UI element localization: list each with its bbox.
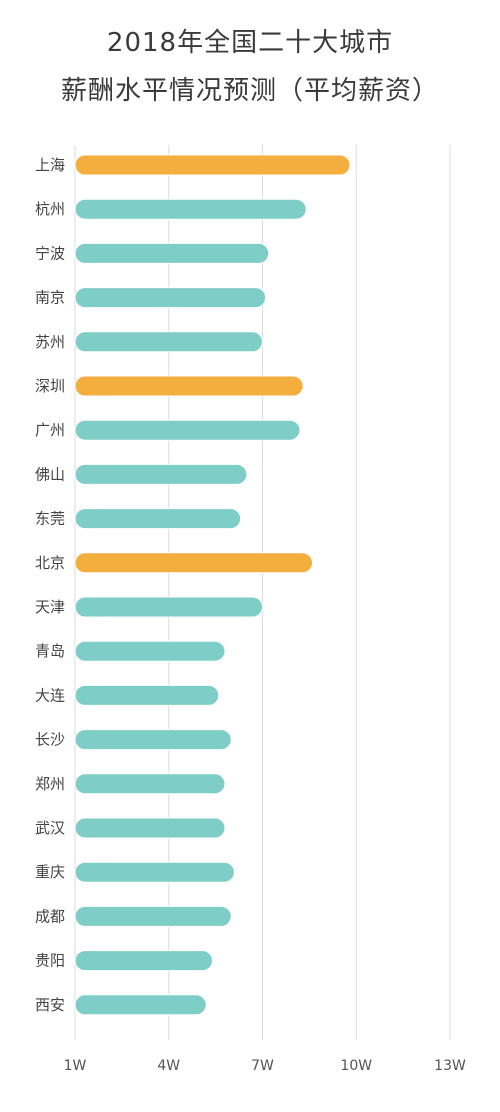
x-tick-label: 13W <box>434 1058 466 1074</box>
category-label: 郑州 <box>35 775 65 793</box>
bar <box>74 950 213 972</box>
category-label: 广州 <box>35 421 65 439</box>
bar <box>74 287 267 309</box>
bar <box>74 552 313 574</box>
bar <box>74 331 263 353</box>
bar <box>74 905 232 927</box>
category-label: 杭州 <box>35 200 65 218</box>
chart-title-line-2: 薪酬水平情况预测（平均薪资） <box>60 76 439 106</box>
category-label: 上海 <box>35 156 65 174</box>
bar <box>74 463 248 485</box>
category-label: 重庆 <box>35 863 65 881</box>
category-label: 苏州 <box>35 333 65 351</box>
x-tick-label: 4W <box>157 1058 180 1074</box>
bar <box>74 508 242 530</box>
x-tick-label: 1W <box>64 1058 87 1074</box>
category-label: 东莞 <box>35 510 65 528</box>
grid-lines <box>74 145 451 1040</box>
category-label: 深圳 <box>35 377 65 395</box>
category-label: 大连 <box>35 686 65 704</box>
category-label: 佛山 <box>35 465 65 483</box>
bar <box>74 640 226 662</box>
category-label: 西安 <box>35 996 65 1014</box>
bar <box>74 198 307 220</box>
x-tick-label: 7W <box>251 1058 274 1074</box>
bar <box>74 419 301 441</box>
bars <box>74 154 351 1016</box>
category-label: 宁波 <box>35 244 65 262</box>
bar <box>74 773 226 795</box>
bar <box>74 596 263 618</box>
bar <box>74 375 304 397</box>
category-label: 武汉 <box>35 819 65 837</box>
category-label: 北京 <box>35 554 65 572</box>
bar <box>74 817 226 839</box>
category-label: 天津 <box>35 598 65 616</box>
x-tick-labels: 1W 4W 7W 10W 13W <box>64 1058 466 1074</box>
bar <box>74 242 270 264</box>
bar <box>74 729 232 751</box>
category-label: 成都 <box>35 907 65 925</box>
category-label: 青岛 <box>35 642 65 660</box>
chart-title-line-1: 2018年全国二十大城市 <box>106 28 394 58</box>
bar <box>74 994 207 1016</box>
category-label: 南京 <box>35 289 65 307</box>
bar <box>74 154 351 176</box>
x-tick-label: 10W <box>340 1058 372 1074</box>
bar <box>74 861 235 883</box>
category-label: 贵阳 <box>35 952 65 970</box>
category-label: 长沙 <box>35 731 65 749</box>
bar <box>74 684 220 706</box>
